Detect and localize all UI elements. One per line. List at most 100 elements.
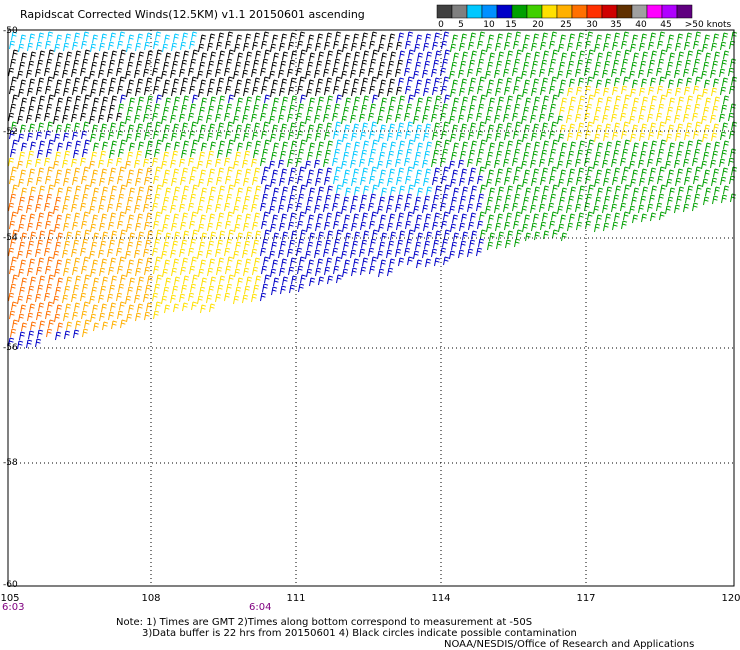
wind-barb — [108, 131, 115, 141]
wind-barb — [305, 70, 312, 80]
wind-barb — [354, 186, 361, 196]
wind-barb — [83, 211, 90, 221]
wind-barb — [245, 168, 252, 178]
wind-barb — [198, 133, 205, 143]
wind-barb — [253, 284, 260, 294]
wind-barb — [539, 203, 546, 213]
wind-barb — [541, 149, 548, 159]
wind-barb — [209, 123, 216, 133]
wind-barb — [561, 142, 568, 152]
wind-barb — [47, 31, 54, 41]
wind-barb — [127, 106, 134, 116]
wind-barb — [134, 294, 141, 304]
wind-barb — [278, 159, 285, 169]
wind-barb — [505, 104, 512, 114]
wind-barb — [468, 176, 475, 186]
wind-barb — [469, 104, 476, 114]
wind-barb — [522, 178, 529, 188]
wind-barb — [82, 103, 89, 113]
wind-barb — [333, 130, 340, 140]
wind-barb — [224, 67, 231, 77]
wind-barb — [153, 175, 160, 185]
wind-barb — [191, 211, 198, 221]
wind-barb — [449, 160, 456, 170]
wind-barb — [279, 87, 286, 97]
wind-barb — [54, 133, 61, 143]
wind-barb — [426, 231, 433, 241]
wind-barb — [109, 149, 116, 159]
wind-barb — [515, 121, 522, 131]
wind-barb — [327, 140, 334, 150]
wind-barb — [579, 95, 586, 105]
wind-barb — [480, 139, 487, 149]
colorbar-tick-label: 0 — [438, 20, 444, 30]
wind-barb — [541, 104, 548, 114]
wind-barb — [190, 103, 197, 113]
wind-barb — [407, 211, 414, 221]
wind-barb — [219, 275, 226, 285]
wind-barb — [683, 203, 690, 213]
wind-barb — [273, 142, 280, 152]
wind-barb — [487, 151, 494, 161]
wind-barb — [713, 78, 720, 88]
wind-barb — [137, 78, 144, 88]
wind-barb — [236, 259, 243, 269]
wind-barb — [459, 42, 466, 52]
wind-barb — [29, 303, 36, 313]
wind-barb — [83, 256, 90, 266]
wind-barb — [201, 52, 208, 62]
wind-barb — [470, 32, 477, 42]
wind-barb — [280, 60, 287, 70]
wind-barb — [270, 268, 277, 278]
wind-barb — [27, 87, 34, 97]
wind-barb — [35, 338, 42, 348]
wind-barb — [453, 97, 460, 107]
wind-barb — [433, 104, 440, 114]
wind-barb — [470, 122, 477, 132]
wind-barb — [417, 142, 424, 152]
wind-barb — [325, 239, 332, 249]
wind-barb — [414, 133, 421, 143]
wind-barb — [84, 139, 91, 149]
wind-barb — [152, 67, 159, 77]
wind-barb — [542, 167, 549, 177]
wind-barb — [692, 157, 699, 167]
wind-barb — [116, 112, 123, 122]
wind-barb — [505, 239, 512, 249]
wind-barb — [198, 223, 205, 233]
wind-barb — [62, 159, 69, 169]
wind-barb — [48, 49, 55, 59]
wind-barb — [624, 49, 631, 59]
wind-barb — [656, 157, 663, 167]
wind-barb — [228, 229, 235, 239]
wind-barb — [398, 212, 405, 222]
wind-barb — [380, 79, 387, 89]
wind-barb — [623, 211, 630, 221]
wind-barb — [163, 196, 170, 206]
wind-barb — [665, 70, 672, 80]
time-mid: 6:04 — [249, 602, 272, 613]
wind-barb — [207, 87, 214, 97]
wind-barb — [415, 196, 422, 206]
wind-barb — [407, 31, 414, 41]
wind-barb — [705, 187, 712, 197]
wind-barb — [129, 232, 136, 242]
wind-barb — [327, 275, 334, 285]
wind-barb — [569, 33, 576, 43]
wind-barb — [504, 176, 511, 186]
wind-barb — [46, 58, 53, 68]
wind-barb — [71, 113, 78, 123]
wind-barb — [63, 267, 70, 277]
wind-barb — [135, 312, 142, 322]
wind-barb — [343, 151, 350, 161]
wind-barb — [423, 132, 430, 142]
wind-barb — [217, 149, 224, 159]
wind-barb — [55, 61, 62, 71]
wind-barb — [306, 178, 313, 188]
wind-barb — [390, 231, 397, 241]
wind-barb — [588, 49, 595, 59]
wind-barb — [92, 214, 99, 224]
wind-barb — [721, 104, 728, 114]
wind-barb — [372, 184, 379, 194]
wind-barb — [65, 303, 72, 313]
